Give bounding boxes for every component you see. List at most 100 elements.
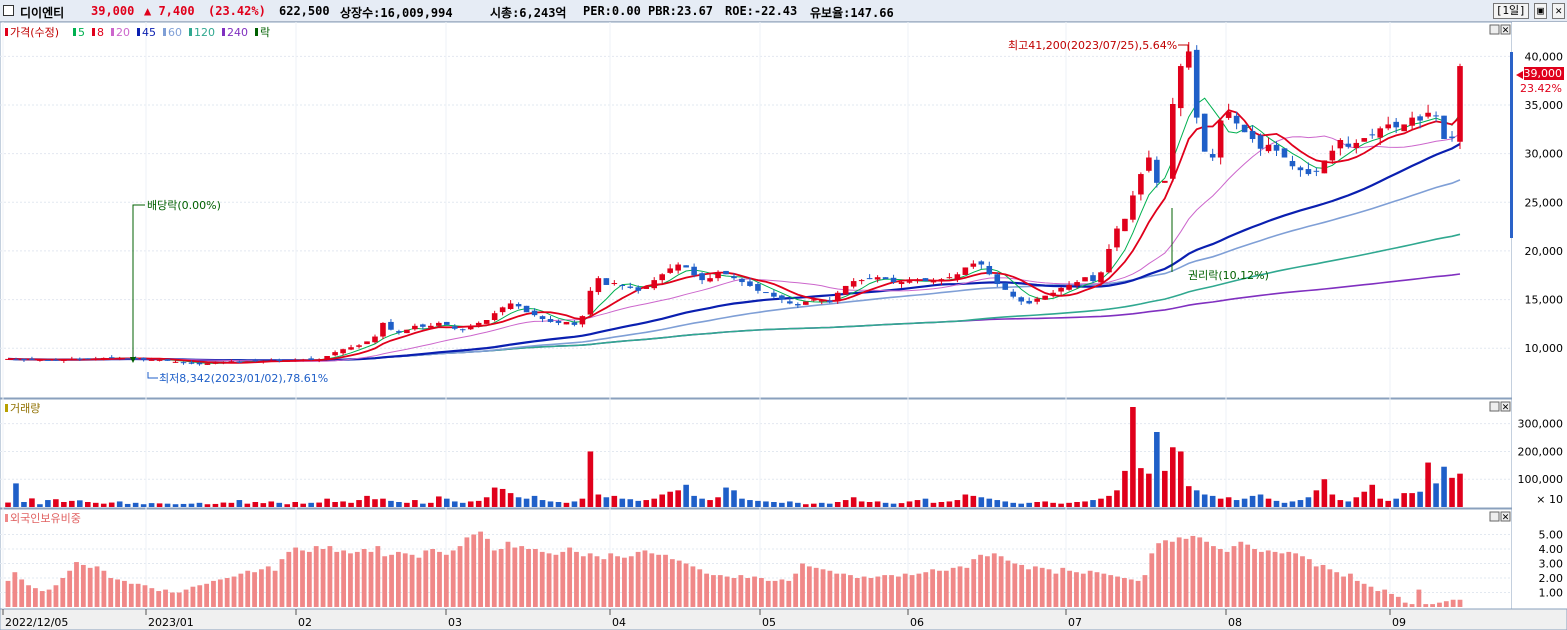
volume-bar <box>1122 470 1128 507</box>
volume-bar <box>1026 502 1032 507</box>
foreign-tick-label: 3.00 <box>1539 558 1564 571</box>
trading-volume: 622,500 <box>279 4 330 18</box>
candle <box>1305 169 1312 175</box>
foreign-bar <box>745 578 751 607</box>
foreign-bar <box>395 551 401 607</box>
volume-bar <box>1201 494 1208 507</box>
foreign-bar <box>1128 579 1134 607</box>
foreign-bar <box>368 551 374 607</box>
volume-bar <box>412 500 418 507</box>
foreign-bar <box>1169 541 1175 607</box>
candle <box>1433 115 1439 117</box>
volume-bar <box>396 502 402 507</box>
candle <box>164 359 171 361</box>
foreign-bar <box>772 580 778 607</box>
volume-bars <box>5 407 1463 507</box>
volume-panel-buttons[interactable]: ✕ <box>1489 401 1511 413</box>
volume-bar <box>483 497 490 507</box>
foreign-bar <box>1231 546 1237 607</box>
restore-icon[interactable]: ▣ <box>1534 3 1547 19</box>
volume-bar <box>1305 497 1312 507</box>
foreign-bar <box>306 551 312 607</box>
price-panel <box>0 22 1513 399</box>
volume-bar <box>1050 502 1056 507</box>
volume-bar <box>954 500 961 507</box>
volume-bar <box>1225 497 1232 507</box>
foreign-bar <box>416 557 422 607</box>
axis-labels: 10,000 15,000 20,000 25,000 30,000 35,000 40,0… <box>2 50 1564 629</box>
date-tick-label: 08 <box>1228 616 1242 629</box>
price-panel-buttons[interactable]: ✕ <box>1489 24 1511 36</box>
date-tick-label: 04 <box>612 616 626 629</box>
foreign-bar <box>1286 551 1292 607</box>
foreign-bar <box>731 578 737 607</box>
foreign-bar <box>1005 560 1011 607</box>
foreign-bar <box>478 531 483 607</box>
foreign-bar <box>649 553 655 607</box>
foreign-bar <box>19 579 25 607</box>
legend-label: 240 <box>227 26 248 39</box>
foreign-bar <box>998 556 1004 607</box>
volume-bar <box>61 502 67 507</box>
foreign-bar <box>485 538 490 607</box>
candle <box>1122 218 1128 232</box>
volume-bar <box>763 501 769 507</box>
candle <box>763 292 769 294</box>
volume-bar <box>1177 451 1184 507</box>
foreign-bar <box>272 570 278 607</box>
foreign-bar <box>1402 602 1408 607</box>
foreign-panel-buttons[interactable]: ✕ <box>1489 511 1511 523</box>
candle <box>978 261 985 265</box>
volume-bar <box>1034 502 1040 507</box>
candle <box>92 358 99 360</box>
legend-label: 45 <box>142 26 156 39</box>
candle <box>1233 115 1240 124</box>
candle <box>1209 154 1216 158</box>
foreign-bar <box>656 554 662 607</box>
select-checkbox[interactable] <box>3 5 14 16</box>
foreign-bar <box>532 549 538 607</box>
foreign-bar <box>1437 602 1442 607</box>
candle <box>244 361 251 363</box>
volume-bar <box>1146 473 1152 507</box>
volume-bar <box>579 498 586 507</box>
foreign-bar <box>676 560 682 607</box>
foreign-bar <box>546 553 552 607</box>
candle <box>332 352 338 356</box>
volume-bar <box>220 502 227 507</box>
date-axis-band <box>0 608 1567 630</box>
volume-bar <box>739 498 745 507</box>
candle <box>1002 282 1009 290</box>
candle <box>428 325 434 328</box>
volume-bar <box>946 501 953 507</box>
volume-bar <box>388 500 394 507</box>
volume-bar <box>531 495 538 507</box>
candle <box>882 277 889 280</box>
candle <box>356 345 362 347</box>
candle <box>1313 170 1320 172</box>
volume-bar <box>1289 501 1296 507</box>
date-tick-label: 2023/01 <box>148 616 194 629</box>
foreign-bar <box>1320 564 1326 607</box>
candle <box>29 358 35 360</box>
candle <box>986 265 993 275</box>
foreign-bar <box>512 547 518 607</box>
foreign-bar <box>1368 586 1374 607</box>
close-icon[interactable]: ✕ <box>1552 3 1565 19</box>
candle <box>1377 128 1384 138</box>
volume-bar <box>475 500 482 507</box>
candle <box>443 321 450 325</box>
price-tick-label: 35,000 <box>1525 99 1564 112</box>
period-button[interactable]: [1일] <box>1492 3 1529 19</box>
foreign-bar <box>1115 576 1120 607</box>
foreign-bar <box>793 573 799 607</box>
volume-bar <box>914 500 921 507</box>
candle <box>1265 144 1272 152</box>
foreign-bar <box>622 557 627 607</box>
foreign-bar <box>135 583 141 607</box>
volume-bar <box>1090 500 1096 507</box>
foreign-bar <box>1258 551 1264 607</box>
candle <box>810 299 817 301</box>
volume-bar <box>810 503 817 507</box>
volume-bar <box>459 502 466 507</box>
